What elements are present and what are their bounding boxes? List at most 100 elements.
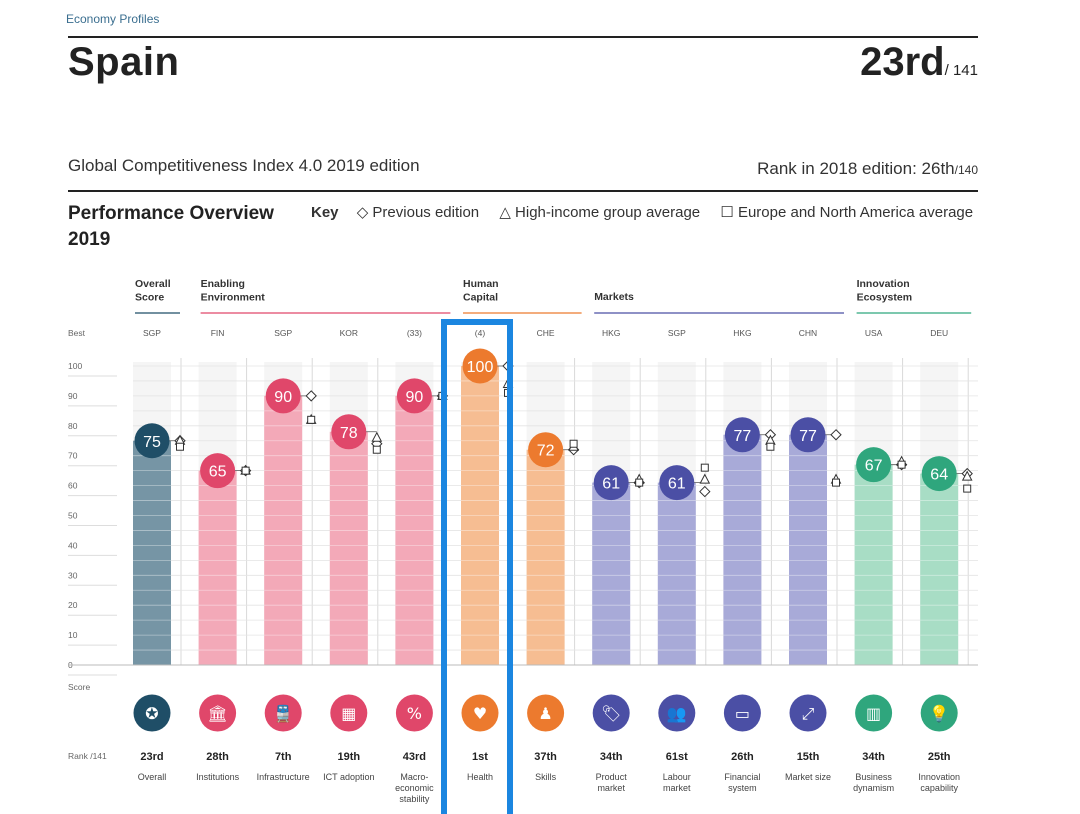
- institutions-icon: [199, 694, 237, 732]
- score-bar: [592, 482, 631, 665]
- innovation-capability-icon: [920, 694, 958, 732]
- y-tick-label: 80: [68, 421, 78, 431]
- key-high-income-label: High-income group average: [515, 204, 701, 221]
- score-circle: [790, 417, 826, 453]
- score-value: 75: [143, 434, 161, 451]
- pillar-rank: 28th: [206, 751, 229, 763]
- icon-glyph: ⤢: [802, 704, 815, 723]
- overall-rank-of: / 141: [944, 62, 978, 79]
- score-value: 90: [406, 389, 424, 406]
- financial-system-icon: [723, 694, 761, 732]
- pillar-rank: 43rd: [403, 751, 426, 763]
- pillar-rank: 61st: [666, 751, 688, 763]
- previous-edition-marker: [305, 390, 317, 402]
- best-performer-label: HKG: [602, 328, 620, 338]
- score-value: 77: [799, 428, 817, 445]
- score-circle: [593, 465, 629, 501]
- pillar-name: Financial system: [724, 772, 760, 793]
- score-value: 64: [930, 467, 948, 484]
- best-performer-label: DEU: [930, 328, 948, 338]
- y-axis-title: Score: [68, 682, 90, 692]
- score-value: 61: [668, 476, 686, 493]
- score-bar: [329, 431, 368, 665]
- europe-average-marker: [766, 442, 775, 451]
- infrastructure-icon: [264, 694, 302, 732]
- labour-market-icon: [658, 694, 696, 732]
- score-value: 90: [274, 389, 292, 406]
- icon-glyph: 💡: [929, 704, 949, 723]
- market-size-icon: [789, 694, 827, 732]
- medal-icon: [133, 694, 171, 732]
- previous-rank-of: /140: [954, 163, 978, 177]
- ict-icon: [330, 694, 368, 732]
- high-income-marker: [699, 473, 711, 484]
- key-europe-average: ☐ Europe and North America average: [720, 204, 973, 221]
- score-bar: [395, 395, 434, 665]
- square-icon: ☐: [720, 204, 734, 221]
- key-previous-edition-label: Previous edition: [372, 204, 480, 221]
- europe-average-marker: [241, 466, 250, 475]
- europe-average-marker: [963, 484, 972, 493]
- icon-glyph: 🚆: [273, 704, 293, 723]
- pillar-name: Macro-economic stability: [395, 772, 434, 804]
- best-performer-label: (4): [475, 328, 486, 338]
- icon-glyph: ♟: [538, 704, 552, 723]
- score-value: 72: [537, 443, 555, 460]
- pillar-name: Innovation capability: [918, 772, 960, 793]
- best-performer-label: (33): [407, 328, 422, 338]
- pillar-name: Business dynamism: [853, 772, 894, 793]
- pillar-rank: 1st: [472, 751, 488, 763]
- previous-rank-label: Rank in 2018 edition: 26th: [757, 159, 955, 178]
- score-circle: [724, 417, 760, 453]
- overall-rank: 23rd/ 141: [860, 40, 978, 85]
- y-tick-label: 100: [68, 361, 82, 371]
- chart-key: Key ◇ Previous edition △ High-income gro…: [311, 203, 973, 221]
- icon-glyph: 🏛: [207, 704, 227, 723]
- score-circle: [396, 378, 432, 414]
- score-value: 77: [734, 428, 752, 445]
- score-circle: [200, 453, 236, 489]
- pillar-rank: 34th: [862, 751, 885, 763]
- icon-glyph: %: [407, 704, 422, 723]
- y-tick-label: 90: [68, 391, 78, 401]
- score-bar: [198, 470, 237, 665]
- score-bar: [657, 482, 696, 665]
- icon-glyph: ✪: [145, 704, 158, 723]
- best-performer-label: HKG: [733, 328, 751, 338]
- europe-average-marker: [176, 442, 184, 451]
- previous-rank: Rank in 2018 edition: 26th/140: [757, 159, 978, 179]
- pillar-name: ICT adoption: [323, 772, 374, 782]
- breadcrumb[interactable]: Economy Profiles: [66, 12, 160, 26]
- y-tick-label: 30: [68, 570, 78, 580]
- europe-average-marker: [569, 439, 578, 448]
- pillar-name: Institutions: [196, 772, 240, 782]
- pillar-rank: 7th: [275, 751, 292, 763]
- y-tick-label: 60: [68, 481, 78, 491]
- group-label: Enabling Environment: [201, 278, 266, 304]
- score-circle: [921, 456, 957, 492]
- pillar-name: Overall: [138, 772, 167, 782]
- business-dynamism-icon: [855, 694, 893, 732]
- score-value: 67: [865, 458, 883, 475]
- high-income-marker: [961, 470, 973, 481]
- pillar-name: Health: [467, 772, 493, 782]
- performance-overview-title: Performance Overview 2019: [68, 203, 274, 250]
- y-tick-label: 20: [68, 600, 78, 610]
- group-label: Human Capital: [463, 278, 499, 304]
- best-performer-label: USA: [865, 328, 883, 338]
- score-bar: [526, 449, 565, 665]
- rank-row-label: Rank /141: [68, 751, 107, 761]
- icon-glyph: ♥: [473, 704, 487, 723]
- score-circle: [265, 378, 301, 414]
- score-circle: [134, 423, 170, 459]
- health-highlight-box: [441, 319, 513, 814]
- score-value: 65: [209, 464, 227, 481]
- europe-average-marker: [897, 460, 906, 469]
- health-icon: [461, 694, 499, 732]
- pillar-rank: 23rd: [140, 751, 163, 763]
- icon-glyph: ▥: [866, 704, 881, 723]
- score-circle: [462, 348, 498, 384]
- pillar-name: Labour market: [663, 772, 691, 793]
- page-title: Spain: [68, 40, 180, 84]
- triangle-icon: △: [499, 204, 511, 221]
